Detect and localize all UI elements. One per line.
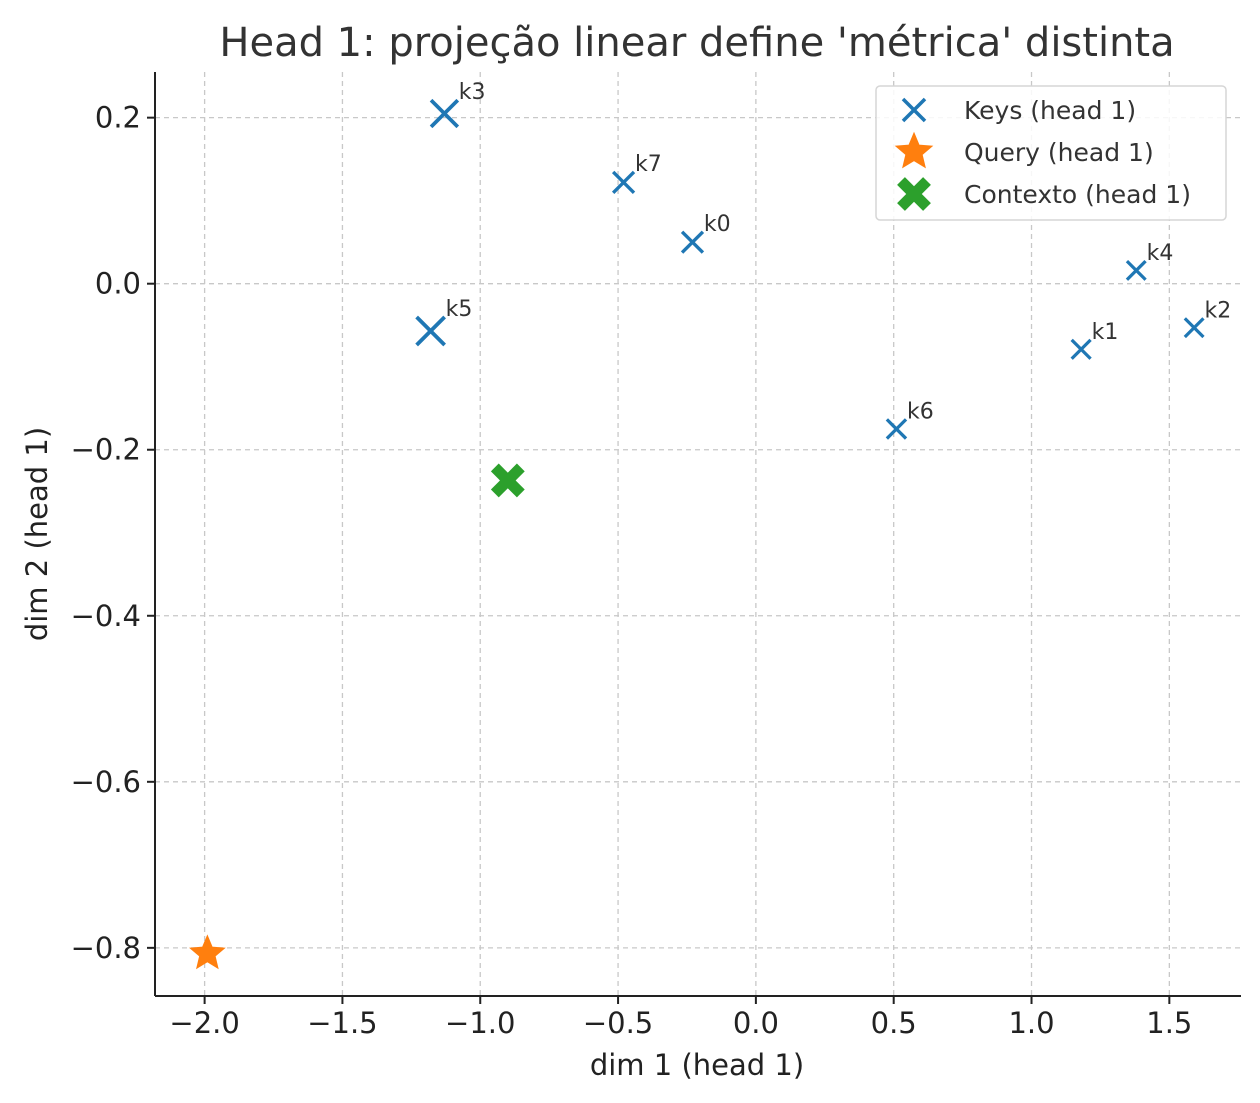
key-point-k1 xyxy=(1070,338,1092,360)
y-tick-label: −0.4 xyxy=(71,599,141,633)
key-point-k2 xyxy=(1183,317,1205,339)
x-tick-label: −2.0 xyxy=(169,1006,239,1040)
marker-stroke xyxy=(1125,259,1147,281)
key-label-k4: k4 xyxy=(1147,241,1174,266)
legend-entry-label: Keys (head 1) xyxy=(964,96,1136,125)
legend-box xyxy=(875,85,1227,221)
data-points: k0 k1 k2 k3 k4 k5 k6 k7 xyxy=(189,80,1231,970)
x-tick-label: 0.0 xyxy=(733,1006,779,1040)
marker-stroke xyxy=(1183,317,1205,339)
x-tick-label: 1.5 xyxy=(1146,1006,1192,1040)
y-tick-label: 0.0 xyxy=(95,267,141,301)
key-point-k7 xyxy=(611,170,636,195)
marker-stroke xyxy=(901,97,927,123)
x-tick-label: −1.0 xyxy=(445,1006,515,1040)
grid xyxy=(155,72,1241,996)
marker-stroke xyxy=(885,418,908,440)
x-tick-label: 1.0 xyxy=(1008,1006,1054,1040)
marker-stroke xyxy=(1070,338,1092,360)
legend-marker-query xyxy=(894,131,934,169)
key-label-k3: k3 xyxy=(459,80,486,105)
marker-stroke xyxy=(611,170,636,195)
axes: −2.0 −1.5 −1.0 −0.5 0.0 0.5 1.0 1.5 0.2 0.0 −0.2 −0… xyxy=(71,72,1241,1040)
legend-marker-keys xyxy=(901,97,927,123)
query-point xyxy=(189,934,226,970)
x-tick-label: −0.5 xyxy=(583,1006,653,1040)
key-point-k6 xyxy=(885,418,908,440)
y-axis-label: dim 2 (head 1) xyxy=(20,427,54,641)
key-label-k0: k0 xyxy=(704,212,731,237)
marker-stroke xyxy=(490,463,525,498)
legend-marker-context xyxy=(897,177,931,211)
chart-title: Head 1: projeção linear define 'métrica'… xyxy=(219,20,1174,66)
y-tick-label: 0.2 xyxy=(95,101,141,135)
legend: Keys (head 1) Query (head 1) Contexto (hea… xyxy=(875,85,1227,221)
y-tick-label: −0.8 xyxy=(71,931,141,965)
marker-stroke xyxy=(429,98,460,129)
marker-stroke xyxy=(680,230,705,254)
context-point xyxy=(490,463,525,498)
key-label-k6: k6 xyxy=(907,399,934,424)
x-axis-label: dim 1 (head 1) xyxy=(590,1048,804,1082)
legend-entry-label: Contexto (head 1) xyxy=(964,180,1191,209)
x-tick-label: −1.5 xyxy=(307,1006,377,1040)
marker-stroke xyxy=(415,315,446,347)
key-point-k4 xyxy=(1125,259,1147,281)
marker-stroke xyxy=(897,177,931,211)
key-point-k3 xyxy=(429,98,460,129)
key-point-k5 xyxy=(415,315,446,347)
key-label-k7: k7 xyxy=(635,152,662,177)
key-label-k5: k5 xyxy=(446,297,473,322)
key-label-k1: k1 xyxy=(1092,320,1119,345)
y-tick-label: −0.2 xyxy=(71,433,141,467)
legend-entry-label: Query (head 1) xyxy=(964,138,1154,167)
key-point-k0 xyxy=(680,230,705,254)
y-tick-label: −0.6 xyxy=(71,765,141,799)
key-label-k2: k2 xyxy=(1204,298,1231,323)
x-tick-label: 0.5 xyxy=(871,1006,917,1040)
